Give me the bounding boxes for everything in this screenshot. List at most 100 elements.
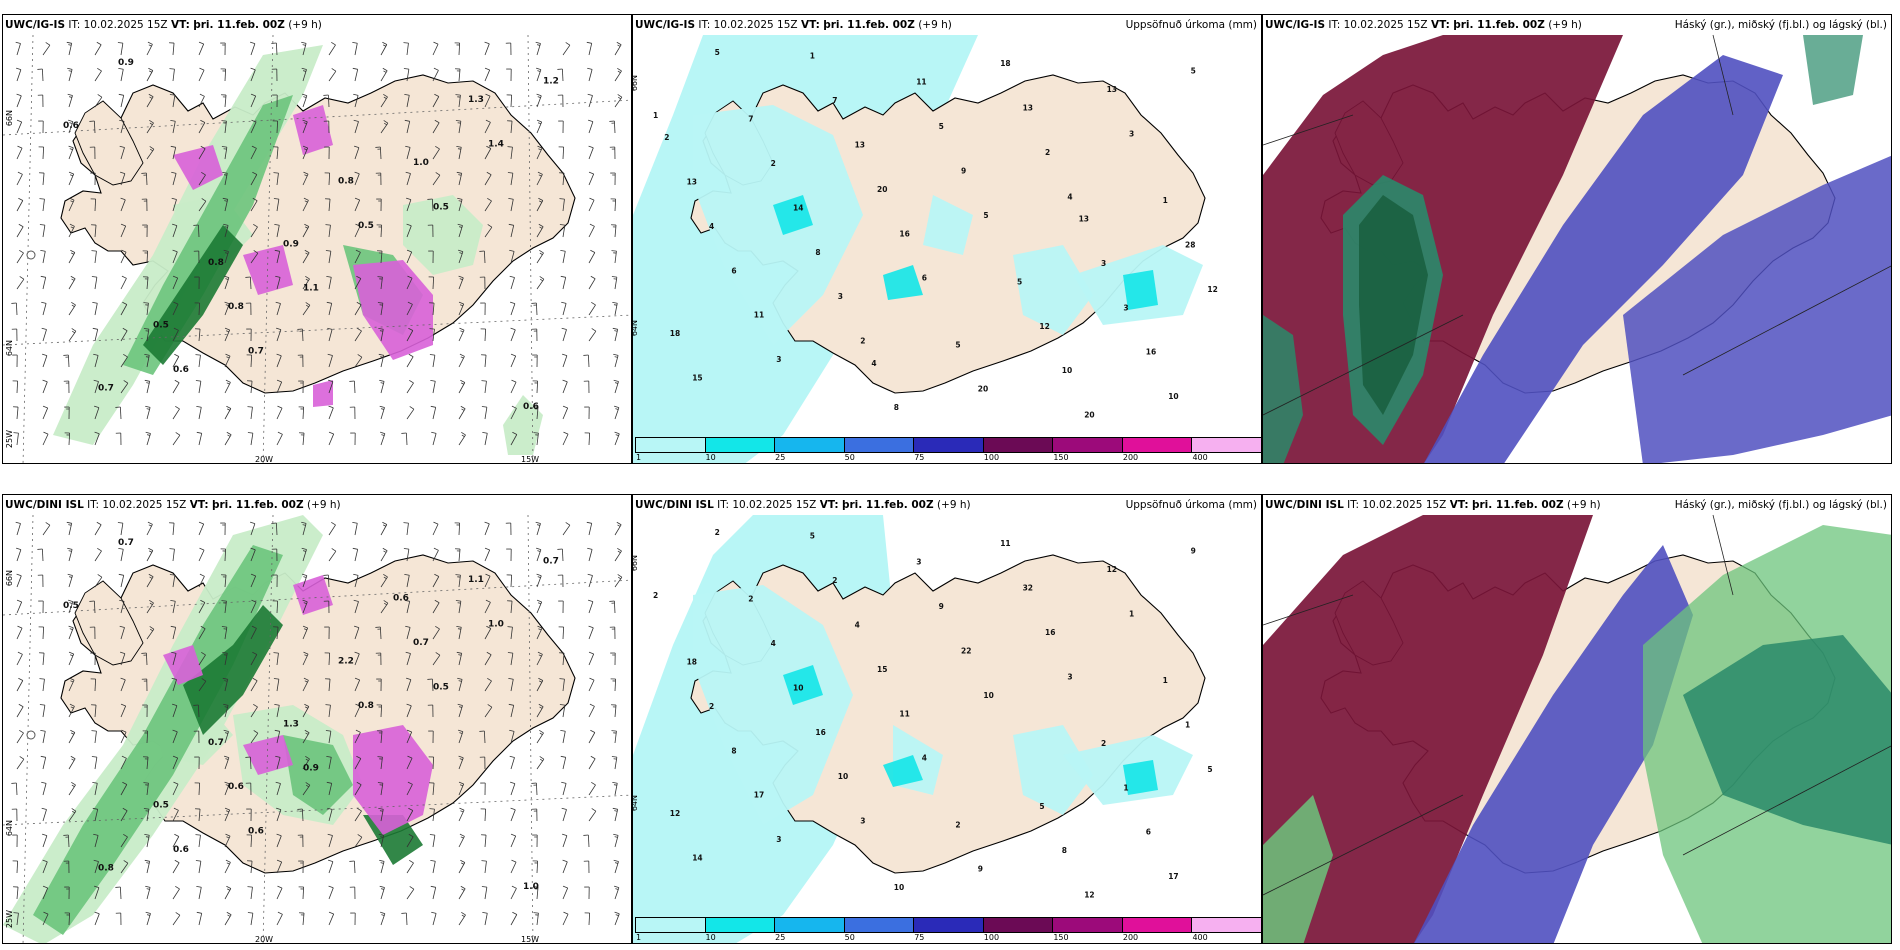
wind-precip-map-row1: UWC/IG-IS IT: 10.02.2025 15Z VT: þri. 11… — [2, 14, 632, 464]
high-cloud-area — [1683, 635, 1891, 845]
value-label: 8 — [815, 248, 820, 257]
value-label: 0.9 — [118, 58, 134, 68]
precip-heavy — [1123, 760, 1158, 795]
value-label: 1.1 — [468, 575, 484, 585]
lon-label-25: 25W — [5, 430, 14, 449]
westfjords-coastline — [74, 100, 144, 186]
field-title: Háský (gr.), miðský (fj.bl.) og lágský (… — [1674, 499, 1887, 511]
map-canvas — [1263, 514, 1891, 943]
valid-time: þri. 11.feb. 00Z — [1471, 499, 1564, 511]
value-label: 0.7 — [208, 738, 224, 748]
model-name: UWC/IG-IS — [1265, 19, 1326, 31]
colorbar-tick-label: 400 — [1192, 453, 1208, 462]
lat-label-66: 66N — [632, 555, 639, 572]
colorbar-tick-label: 150 — [1053, 453, 1069, 462]
value-label: 1 — [1129, 609, 1134, 618]
panel-header: UWC/DINI ISL IT: 10.02.2025 15Z VT: þri.… — [1263, 495, 1891, 515]
value-label: 8 — [1062, 846, 1067, 855]
valid-label: VT: — [1430, 19, 1450, 31]
lead-time: (+9 h) — [306, 499, 341, 511]
value-label: 5 — [983, 211, 988, 220]
precip-dark-green — [183, 605, 283, 735]
value-label: 16 — [1146, 348, 1156, 357]
value-label: 1 — [1185, 720, 1190, 729]
value-label: 0.8 — [228, 302, 244, 312]
precip-over-land — [1013, 245, 1093, 335]
snow-area — [173, 145, 223, 190]
value-label: 2 — [860, 337, 865, 346]
precip-over-land — [693, 585, 853, 825]
value-label: 5 — [939, 122, 944, 131]
colorbar-tick-label: 1 — [636, 933, 642, 942]
panel-header: UWC/DINI ISL IT: 10.02.2025 15Z VT: þri.… — [3, 495, 631, 515]
valid-time: þri. 11.feb. 00Z — [823, 19, 915, 31]
value-label: 0.7 — [248, 347, 264, 357]
high-cloud-area — [1359, 195, 1428, 415]
wind-barbs — [11, 521, 623, 926]
value-label: 9 — [939, 602, 944, 611]
value-label: 10 — [793, 683, 803, 692]
value-label: 0.5 — [153, 801, 169, 811]
colorbar-swatch — [704, 437, 776, 453]
value-label: 18 — [670, 329, 680, 338]
value-label: 0.5 — [63, 601, 79, 611]
colorbar-swatch — [982, 917, 1054, 933]
mid-cloud-area — [1424, 55, 1783, 463]
value-label: 0.5 — [433, 202, 449, 212]
colorbar-swatch — [1052, 437, 1123, 453]
map-canvas: 0.6 0.7 0.5 0.9 1.1 1.4 0.6 0.5 1.2 0.8 1.0 0.7 0.9 1… — [3, 34, 631, 463]
field-title: Uppsöfnuð úrkoma (mm) — [1125, 19, 1257, 31]
colorbar-swatch — [1052, 917, 1123, 933]
value-label: 13 — [1023, 104, 1033, 113]
high-cloud-area — [1263, 315, 1303, 463]
value-label: 15 — [877, 665, 887, 674]
value-label: 1.3 — [283, 719, 299, 729]
colorbar-swatch — [1191, 437, 1261, 453]
value-label: 0.7 — [413, 638, 429, 648]
value-label: 9 — [961, 166, 966, 175]
colorbar-swatch — [843, 917, 915, 933]
init-time: IT: 10.02.2025 15Z — [87, 499, 187, 511]
value-label: 5 — [955, 340, 960, 349]
value-label: 8 — [894, 403, 899, 412]
value-label: 0.8 — [208, 258, 224, 268]
lon-label-15: 15W — [521, 935, 540, 944]
colorbar-tick-label: 150 — [1053, 933, 1069, 942]
value-label: 0.6 — [393, 594, 409, 604]
boundary-line — [1712, 514, 1734, 596]
model-name: UWC/DINI ISL — [1265, 499, 1344, 511]
value-label: 2 — [955, 820, 960, 829]
value-labels: 2332413109101614111217221716321215128961… — [653, 528, 1213, 900]
lat-label-66: 66N — [5, 570, 14, 587]
value-label: 6 — [731, 266, 736, 275]
value-label: 12 — [1084, 891, 1094, 900]
snow-area — [293, 575, 333, 615]
value-label: 13 — [687, 178, 697, 187]
colorbar-swatch — [982, 437, 1054, 453]
colorbar-tick-label: 25 — [775, 453, 786, 462]
value-label: 18 — [687, 658, 697, 667]
value-label: 15 — [692, 374, 702, 383]
value-label: 10 — [1062, 366, 1072, 375]
colorbar-tick-label: 200 — [1122, 453, 1139, 462]
value-label: 0.5 — [358, 221, 374, 231]
value-label: 16 — [899, 229, 909, 238]
value-label: 1 — [1123, 783, 1128, 792]
value-label: 2 — [653, 591, 658, 600]
value-label: 4 — [771, 639, 776, 648]
value-label: 6 — [922, 274, 927, 283]
colorbar-tick-label: 50 — [844, 453, 855, 462]
colorbar-swatch — [774, 437, 845, 453]
colorbar-tick-label: 10 — [705, 933, 716, 942]
value-label: 3 — [838, 292, 843, 301]
lat-label-66: 66N — [632, 75, 639, 92]
init-time: IT: 10.02.2025 15Z — [717, 499, 817, 511]
mid-cloud-area — [1623, 155, 1891, 463]
value-label: 4 — [1067, 192, 1072, 201]
value-label: 5 — [1191, 67, 1196, 76]
value-label: 0.6 — [173, 365, 189, 375]
precip-map-row2: UWC/DINI ISL IT: 10.02.2025 15Z VT: þri.… — [632, 494, 1262, 944]
valid-time: þri. 11.feb. 00Z — [193, 19, 285, 31]
precip-over-land — [923, 195, 973, 255]
value-label: 3 — [860, 817, 865, 826]
